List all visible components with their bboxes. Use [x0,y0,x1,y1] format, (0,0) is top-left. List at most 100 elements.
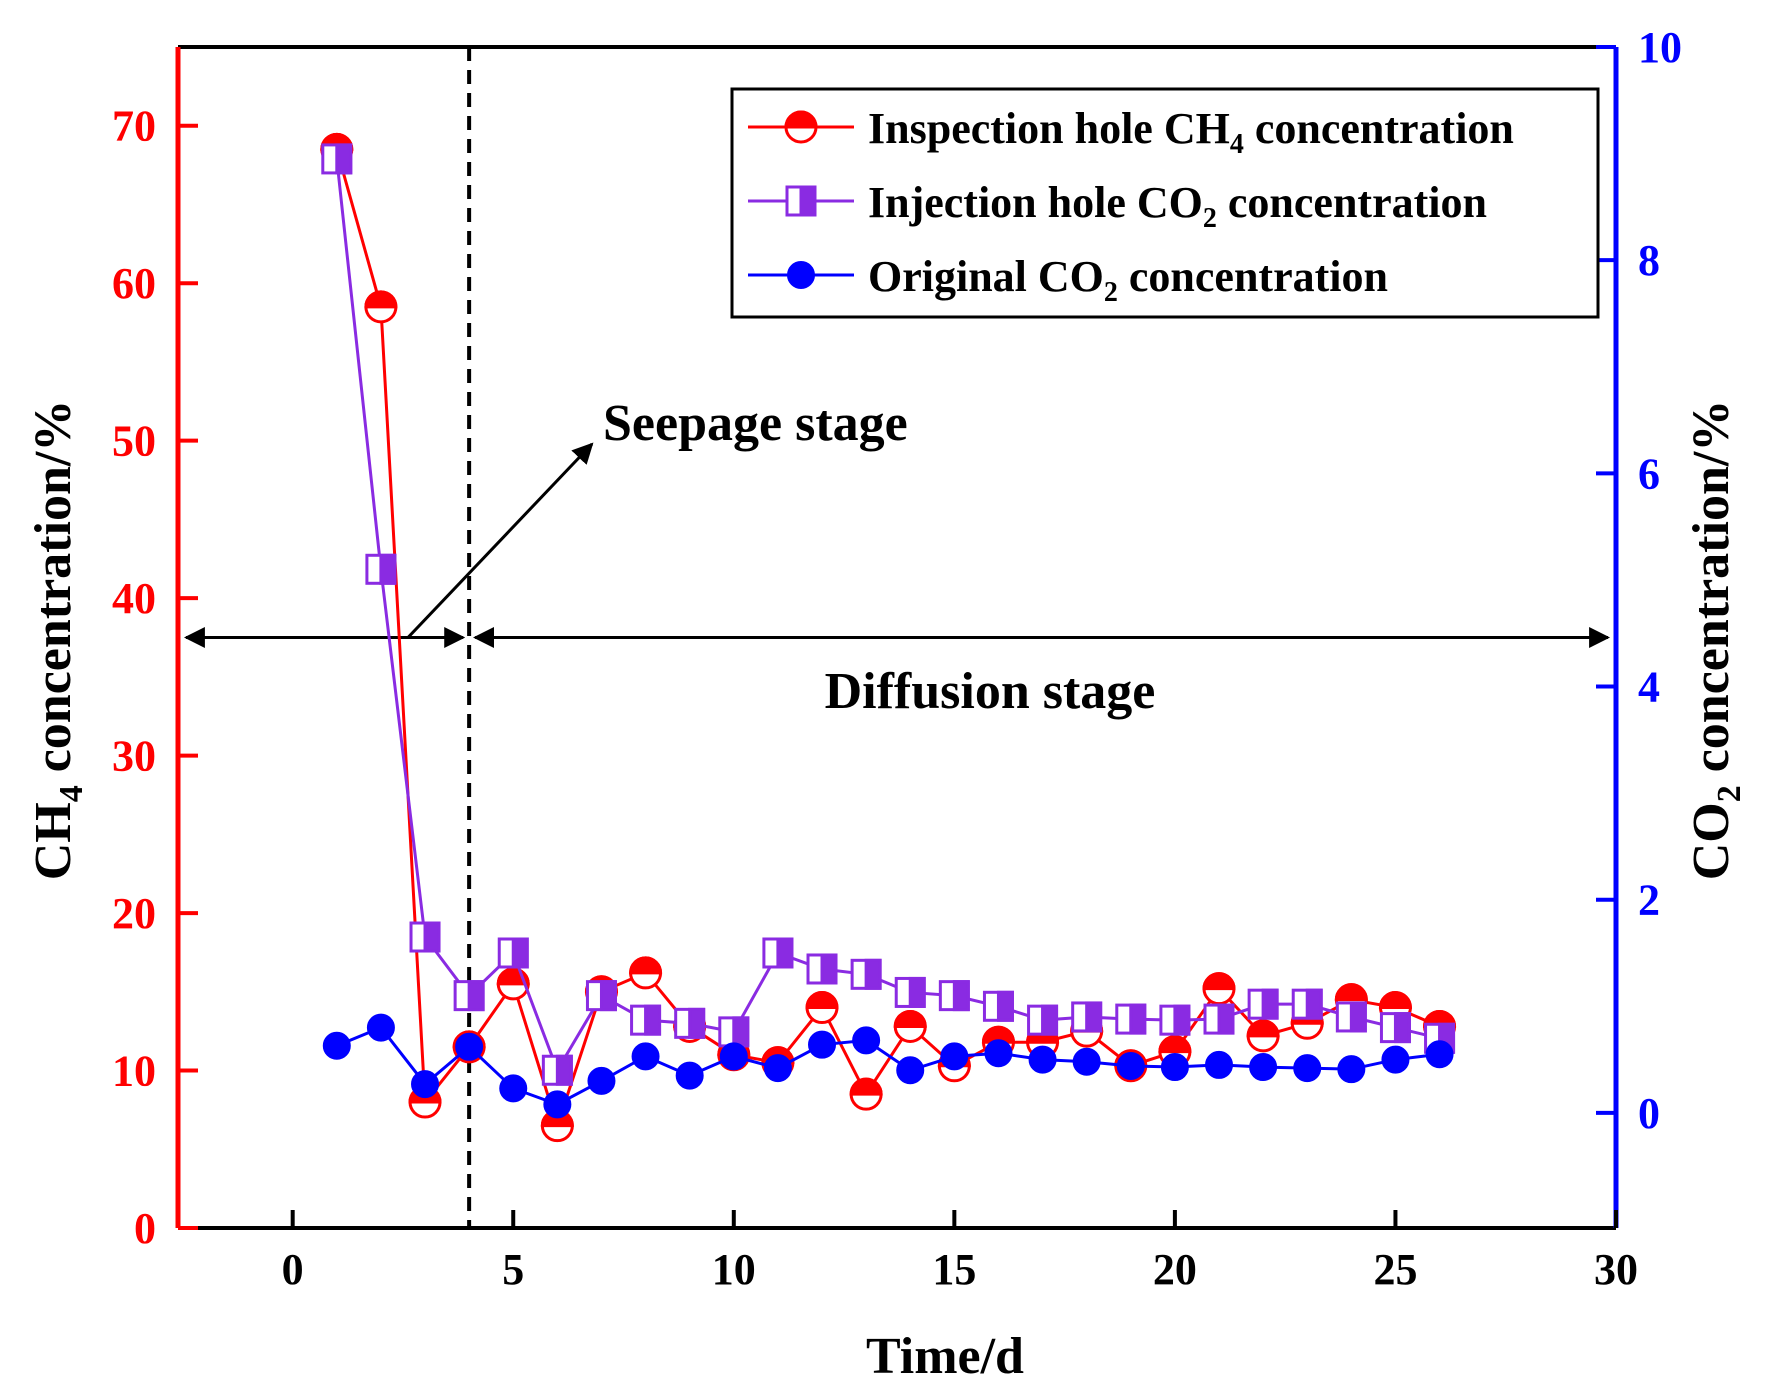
right-y-axis-title: CO2 concentration/% [1683,400,1748,881]
legend-label: Inspection hole CH4 concentration [868,104,1514,160]
x-axis-title: Time/d [866,1328,1024,1385]
left-y-axis-title-main: CH [25,802,82,880]
series-3-point [852,1026,881,1055]
series-1-point-fill [1246,1019,1280,1038]
left-y-tick-label: 40 [112,574,156,623]
right-y-tick-label: 10 [1638,23,1682,72]
right-y-axis-title-sub: 2 [1711,785,1748,802]
series-2-point-fill [644,1004,662,1036]
left-y-tick-label: 50 [112,417,156,466]
series-2-point-fill [599,980,617,1012]
x-tick-label: 20 [1153,1245,1197,1294]
legend-label-sub: 2 [1203,203,1217,234]
left-y-axis-ticks: 0 10 20 30 40 50 60 70 [112,102,198,1253]
x-tick-label: 5 [502,1245,524,1294]
legend-label-rest: concentration [1118,252,1388,301]
series-2-point-fill [511,937,529,969]
legend-label-rest: concentration [1217,178,1487,227]
series-3-point [411,1070,440,1099]
series-3-point [896,1056,925,1085]
left-y-tick-label: 0 [134,1204,156,1253]
legend-entry-3: Original CO2 concentration [748,252,1388,308]
series-3-point [1072,1047,1101,1076]
right-y-tick-label: 4 [1638,663,1660,712]
series-2-point-fill [1305,988,1323,1020]
series-2-point-fill [1217,1003,1235,1035]
left-y-tick-label: 20 [112,889,156,938]
series-3-point [1337,1055,1366,1084]
legend-label-sub: 2 [1104,277,1118,308]
series-2-point-fill [1129,1003,1147,1035]
x-axis-ticks: 0 5 10 15 20 25 30 [282,1210,1638,1294]
series-2-point-fill [379,553,397,585]
series-1-point-fill [893,1010,927,1028]
series-3-point [984,1039,1013,1068]
series-3-point [1425,1040,1454,1069]
series-1-point-fill [849,1077,883,1096]
series-3-point [1160,1053,1189,1082]
series-1-point-fill [1158,1035,1192,1054]
series-3-point [940,1042,969,1071]
series-2-point-fill [1349,1001,1367,1033]
series-1-point-fill [1202,972,1236,991]
right-y-tick-label: 0 [1638,1089,1660,1138]
series-3-point [675,1061,704,1090]
series-1-point-fill [629,956,663,975]
series-3-point [631,1042,660,1071]
series-3-point [1293,1054,1322,1083]
left-y-axis-title: CH4 concentration/% [25,400,90,881]
series-3-point [455,1032,484,1061]
series-1-point-fill [1378,991,1412,1010]
series-2-point-fill [335,143,353,175]
legend-box [730,87,1600,319]
series-1-point-fill [364,290,398,309]
series-2-point-fill [820,953,838,985]
seepage-stage-label: Seepage stage [603,395,908,452]
diffusion-stage-label: Diffusion stage [825,663,1156,720]
right-y-tick-label: 2 [1638,876,1660,925]
left-y-axis-title-rest: concentration/% [25,400,82,786]
series-2-point-fill [467,980,485,1012]
series-3 [322,1013,1454,1119]
x-tick-label: 30 [1594,1245,1638,1294]
legend-label: Injection hole CO2 concentration [868,178,1487,234]
series-2-point-fill [996,990,1014,1022]
right-y-tick-label: 8 [1638,236,1660,285]
seepage-pointer-arrow [406,442,594,639]
series-1-point-fill [1334,983,1368,1002]
legend-label-main: Original CO [868,252,1104,301]
series-3-point [499,1074,528,1103]
x-tick-label: 15 [932,1245,976,1294]
legend-swatch-marker-fill [784,110,818,129]
legend-swatch-marker-fill [799,185,817,217]
series-2-point-fill [776,937,794,969]
series-3-point [1205,1050,1234,1079]
right-y-axis-title-main: CO [1683,802,1740,880]
series-2-point-fill [732,1016,750,1048]
series-1-point-fill [805,991,839,1010]
series-1-point-fill [981,1026,1015,1044]
legend-label-main: Inspection hole CH [868,104,1230,153]
series-3-point [808,1030,837,1059]
series-3-point [543,1090,572,1119]
left-y-tick-label: 70 [112,102,156,151]
legend-swatch-marker [787,261,815,289]
series-3-point [1116,1051,1145,1080]
legend-label-sub: 4 [1230,129,1244,160]
series-3-point [366,1013,395,1042]
series-2-point-fill [908,976,926,1008]
legend-entry-1: Inspection hole CH4 concentration [748,104,1514,160]
left-y-tick-label: 10 [112,1047,156,1096]
series-2-point-fill [864,958,882,990]
series-2-point-fill [1085,1001,1103,1033]
right-y-axis-ticks: 0 2 4 6 8 10 [1596,23,1682,1138]
right-y-axis-title-rest: concentration/% [1683,400,1740,786]
left-y-tick-label: 60 [112,259,156,308]
legend-entry-2: Injection hole CO2 concentration [748,178,1487,234]
x-tick-label: 0 [282,1245,304,1294]
stage-arrows [183,442,1611,648]
right-y-tick-label: 6 [1638,449,1660,498]
series-2-point-fill [1393,1012,1411,1044]
series-3-point [763,1054,792,1083]
